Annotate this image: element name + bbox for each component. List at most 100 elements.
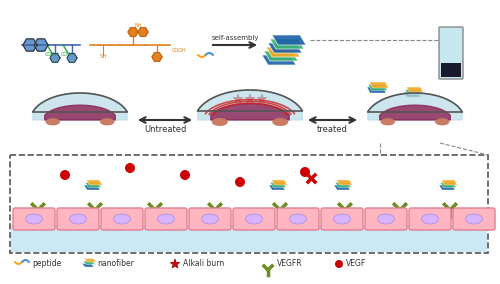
Polygon shape — [33, 93, 127, 120]
Ellipse shape — [70, 214, 86, 224]
Circle shape — [273, 203, 276, 206]
FancyBboxPatch shape — [13, 208, 55, 230]
Circle shape — [454, 203, 457, 206]
Polygon shape — [34, 39, 48, 51]
Polygon shape — [268, 43, 302, 53]
Polygon shape — [170, 259, 180, 268]
Circle shape — [125, 163, 135, 173]
Polygon shape — [198, 90, 302, 120]
Polygon shape — [336, 180, 352, 185]
Text: Untreated: Untreated — [144, 125, 186, 134]
Circle shape — [270, 264, 274, 268]
Ellipse shape — [202, 214, 218, 224]
Text: nanofiber: nanofiber — [97, 260, 134, 268]
Bar — [11, 225, 487, 252]
Circle shape — [88, 203, 91, 206]
Circle shape — [219, 203, 222, 206]
Text: COOH: COOH — [44, 52, 60, 57]
Polygon shape — [138, 28, 148, 36]
Circle shape — [335, 260, 343, 268]
Polygon shape — [272, 180, 287, 185]
Polygon shape — [262, 55, 296, 65]
FancyBboxPatch shape — [365, 208, 407, 230]
Ellipse shape — [114, 214, 130, 224]
Polygon shape — [270, 183, 286, 187]
Ellipse shape — [26, 214, 42, 224]
FancyBboxPatch shape — [277, 208, 319, 230]
Polygon shape — [266, 47, 300, 57]
Polygon shape — [367, 87, 386, 93]
FancyBboxPatch shape — [101, 208, 143, 230]
Polygon shape — [406, 87, 424, 92]
Text: peptide: peptide — [32, 260, 61, 268]
Polygon shape — [442, 180, 458, 185]
Polygon shape — [233, 94, 243, 103]
Text: VEGFR: VEGFR — [277, 260, 302, 268]
Polygon shape — [405, 89, 422, 95]
Polygon shape — [335, 183, 351, 187]
Polygon shape — [128, 28, 138, 36]
Polygon shape — [380, 105, 450, 120]
Ellipse shape — [158, 214, 174, 224]
Ellipse shape — [46, 118, 60, 126]
Polygon shape — [152, 53, 162, 61]
Polygon shape — [334, 185, 350, 190]
Ellipse shape — [246, 214, 262, 224]
Circle shape — [42, 203, 45, 206]
Polygon shape — [270, 39, 304, 49]
Polygon shape — [368, 85, 387, 91]
Text: COOH: COOH — [172, 47, 186, 53]
Ellipse shape — [466, 214, 482, 224]
FancyBboxPatch shape — [233, 208, 275, 230]
Text: NH: NH — [134, 23, 142, 28]
Text: Alkali burn: Alkali burn — [183, 260, 224, 268]
Circle shape — [404, 203, 407, 206]
Text: self-assembly: self-assembly — [211, 35, 259, 41]
Circle shape — [300, 167, 310, 177]
Polygon shape — [85, 183, 101, 187]
FancyBboxPatch shape — [145, 208, 187, 230]
FancyBboxPatch shape — [409, 208, 451, 230]
Polygon shape — [257, 94, 267, 103]
Polygon shape — [368, 93, 462, 120]
Ellipse shape — [100, 118, 114, 126]
Polygon shape — [211, 103, 289, 120]
Polygon shape — [245, 94, 255, 103]
FancyBboxPatch shape — [453, 208, 495, 230]
Polygon shape — [440, 183, 456, 187]
Polygon shape — [23, 39, 37, 51]
Polygon shape — [67, 54, 77, 62]
Polygon shape — [50, 54, 60, 62]
Ellipse shape — [334, 214, 350, 224]
Ellipse shape — [380, 118, 395, 126]
Circle shape — [338, 203, 341, 206]
Ellipse shape — [272, 118, 288, 126]
Bar — [441, 63, 461, 77]
Circle shape — [262, 264, 266, 268]
Text: SH: SH — [99, 54, 107, 59]
Polygon shape — [86, 180, 102, 185]
Circle shape — [284, 203, 287, 206]
Circle shape — [235, 177, 245, 187]
Polygon shape — [370, 82, 388, 88]
Circle shape — [159, 203, 162, 206]
Polygon shape — [269, 185, 285, 190]
Circle shape — [208, 203, 211, 206]
Polygon shape — [82, 264, 94, 267]
Text: VEGF: VEGF — [346, 260, 366, 268]
FancyBboxPatch shape — [439, 27, 463, 79]
Text: treated: treated — [316, 125, 348, 134]
Polygon shape — [272, 35, 306, 45]
Ellipse shape — [435, 118, 450, 126]
FancyBboxPatch shape — [321, 208, 363, 230]
FancyBboxPatch shape — [57, 208, 99, 230]
Circle shape — [31, 203, 34, 206]
Ellipse shape — [378, 214, 394, 224]
Circle shape — [443, 203, 446, 206]
Circle shape — [180, 170, 190, 180]
Polygon shape — [264, 51, 298, 61]
Circle shape — [99, 203, 102, 206]
Ellipse shape — [290, 214, 306, 224]
Circle shape — [60, 170, 70, 180]
FancyBboxPatch shape — [189, 208, 231, 230]
